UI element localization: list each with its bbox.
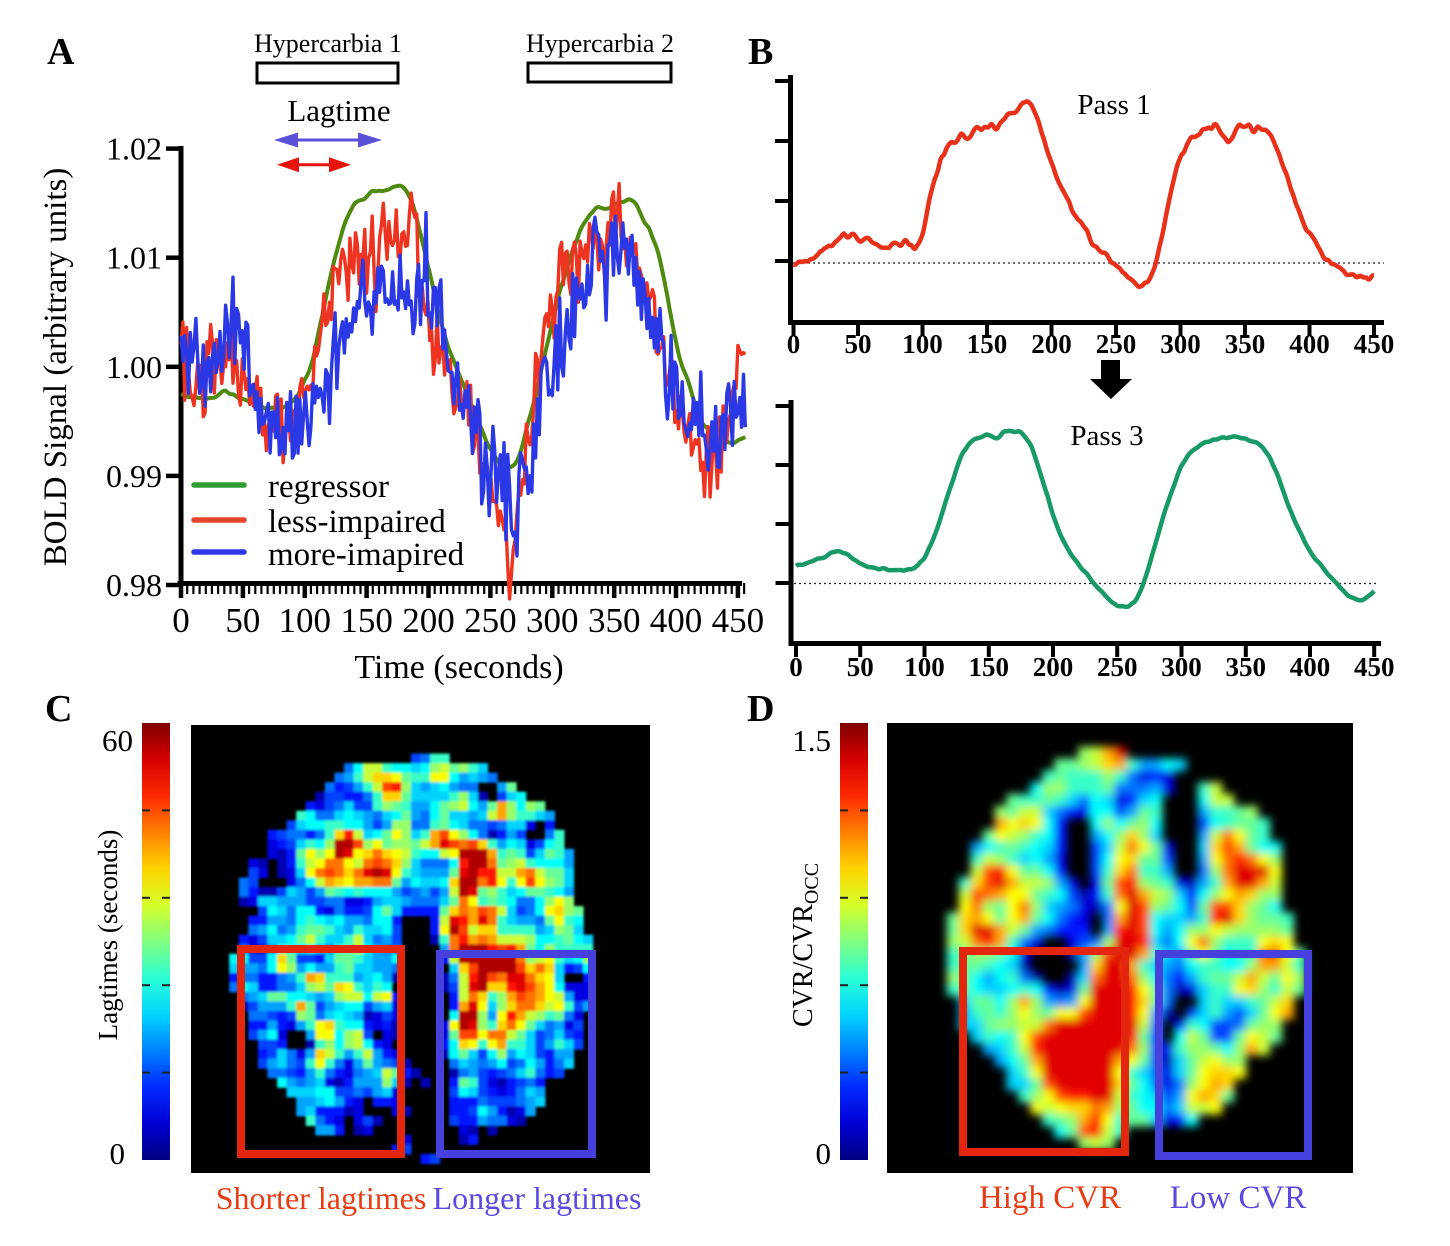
svg-text:D: D <box>747 688 774 730</box>
svg-text:less-impaired: less-impaired <box>268 504 446 540</box>
svg-text:regressor: regressor <box>268 469 389 505</box>
svg-text:Shorter lagtimes: Shorter lagtimes <box>216 1180 427 1216</box>
svg-text:C: C <box>45 688 72 730</box>
svg-text:60: 60 <box>102 723 133 758</box>
svg-text:more-imapired: more-imapired <box>268 537 465 573</box>
svg-text:Hypercarbia 1: Hypercarbia 1 <box>254 29 402 58</box>
svg-text:0: 0 <box>110 1136 126 1171</box>
svg-text:Hypercarbia 2: Hypercarbia 2 <box>526 29 674 58</box>
svg-text:Lagtimes (seconds): Lagtimes (seconds) <box>93 830 123 1041</box>
svg-text:High CVR: High CVR <box>979 1180 1121 1216</box>
svg-text:Time (seconds): Time (seconds) <box>354 649 563 686</box>
svg-text:0.98: 0.98 <box>106 567 162 603</box>
svg-text:450: 450 <box>1354 329 1395 359</box>
svg-text:200: 200 <box>1031 329 1072 359</box>
svg-text:150: 150 <box>969 652 1010 682</box>
svg-text:50: 50 <box>847 652 874 682</box>
svg-text:300: 300 <box>1161 652 1202 682</box>
svg-text:250: 250 <box>1096 329 1137 359</box>
svg-text:0: 0 <box>789 652 803 682</box>
svg-text:150: 150 <box>340 601 393 640</box>
svg-text:BOLD Signal (arbitrary units): BOLD Signal (arbitrary units) <box>38 168 74 567</box>
svg-text:0: 0 <box>787 329 801 359</box>
svg-text:B: B <box>748 31 773 73</box>
svg-text:Low CVR: Low CVR <box>1170 1180 1307 1216</box>
svg-text:Pass 1: Pass 1 <box>1077 89 1150 121</box>
svg-text:200: 200 <box>402 601 455 640</box>
svg-text:400: 400 <box>650 601 703 640</box>
svg-text:CVR/CVROCC: CVR/CVROCC <box>788 863 823 1027</box>
svg-text:200: 200 <box>1033 652 1074 682</box>
svg-text:250: 250 <box>464 601 517 640</box>
svg-text:0.99: 0.99 <box>106 458 162 494</box>
svg-text:400: 400 <box>1289 329 1330 359</box>
svg-text:1.02: 1.02 <box>106 131 162 167</box>
svg-text:A: A <box>47 31 75 73</box>
svg-text:0: 0 <box>816 1136 832 1171</box>
svg-text:300: 300 <box>526 601 579 640</box>
svg-text:250: 250 <box>1097 652 1138 682</box>
svg-text:50: 50 <box>845 329 872 359</box>
svg-text:Lagtime: Lagtime <box>287 93 390 128</box>
svg-text:450: 450 <box>1354 652 1395 682</box>
svg-text:350: 350 <box>1226 652 1267 682</box>
svg-text:100: 100 <box>902 329 943 359</box>
svg-text:50: 50 <box>225 601 260 640</box>
svg-text:100: 100 <box>279 601 332 640</box>
svg-text:350: 350 <box>588 601 641 640</box>
svg-text:1.01: 1.01 <box>106 240 162 276</box>
svg-text:1.00: 1.00 <box>106 349 162 385</box>
svg-text:Longer lagtimes: Longer lagtimes <box>433 1180 642 1216</box>
svg-text:300: 300 <box>1160 329 1201 359</box>
svg-text:0: 0 <box>172 601 190 640</box>
svg-text:1.5: 1.5 <box>792 723 831 758</box>
svg-text:350: 350 <box>1225 329 1266 359</box>
svg-text:450: 450 <box>712 601 765 640</box>
svg-text:400: 400 <box>1290 652 1331 682</box>
svg-text:Pass 3: Pass 3 <box>1070 420 1143 452</box>
svg-text:100: 100 <box>904 652 945 682</box>
svg-text:150: 150 <box>967 329 1008 359</box>
